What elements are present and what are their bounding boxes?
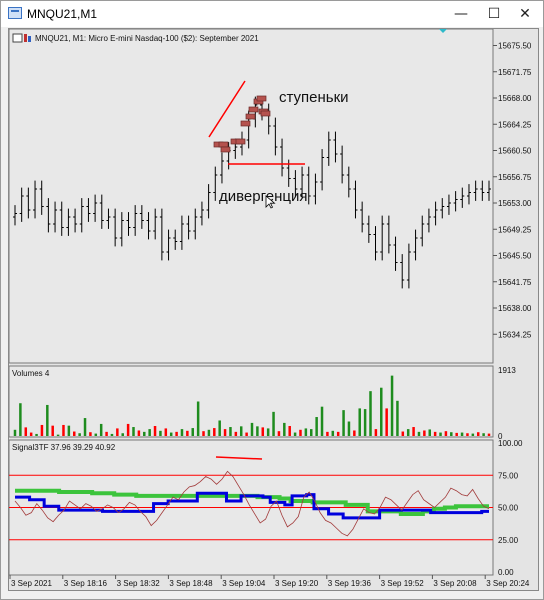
price-axis-label: 15660.50 xyxy=(498,147,532,156)
indicator-axis-label: 75.00 xyxy=(498,471,519,480)
time-axis-label: 3 Sep 19:52 xyxy=(381,579,425,588)
close-button[interactable]: ✕ xyxy=(519,6,531,22)
indicator-series-line[interactable] xyxy=(15,488,489,516)
step-marker[interactable] xyxy=(218,141,229,148)
indicator-axis-label: 100.00 xyxy=(498,439,523,448)
chart-type-icon xyxy=(12,33,23,43)
price-axis-label: 15671.75 xyxy=(498,68,532,77)
time-axis-label: 3 Sep 18:48 xyxy=(169,579,213,588)
time-axis-label: 3 Sep 18:16 xyxy=(64,579,108,588)
price-axis-label: 15675.50 xyxy=(498,42,532,51)
chart-bars-icon-2 xyxy=(28,36,31,42)
volume-axis-label: 1913 xyxy=(498,366,516,375)
indicator-axis-label: 25.00 xyxy=(498,536,519,545)
price-axis-label: 15664.25 xyxy=(498,120,532,129)
step-marker[interactable] xyxy=(235,138,246,145)
price-axis-label: 15634.25 xyxy=(498,330,532,339)
chart-bars-icon xyxy=(24,34,27,42)
volume-axis-label: 0 xyxy=(498,432,503,441)
step-marker[interactable] xyxy=(248,106,259,113)
indicator-axis-label: 0.00 xyxy=(498,568,514,577)
indicator-series-line[interactable] xyxy=(15,491,489,520)
minimize-button[interactable]: — xyxy=(454,6,468,22)
chart-canvas[interactable]: MNQU21, M1: Micro E-mini Nasdaq-100 ($2)… xyxy=(9,29,538,590)
time-axis-label: 3 Sep 18:32 xyxy=(117,579,161,588)
maximize-button[interactable]: ☐ xyxy=(487,6,501,22)
chart-header: MNQU21, M1: Micro E-mini Nasdaq-100 ($2)… xyxy=(35,34,259,43)
title-bar: MNQU21,M1 — ☐ ✕ xyxy=(1,1,543,27)
price-pane[interactable] xyxy=(9,29,494,364)
time-axis-label: 3 Sep 20:24 xyxy=(486,579,530,588)
indicator-divergence-line[interactable] xyxy=(215,456,263,460)
step-marker[interactable] xyxy=(220,146,231,153)
time-axis-label: 3 Sep 19:20 xyxy=(275,579,319,588)
time-axis-label: 3 Sep 19:36 xyxy=(328,579,372,588)
price-axis-label: 15656.75 xyxy=(498,173,532,182)
price-axis-label: 15645.50 xyxy=(498,252,532,261)
price-axis-label: 15638.00 xyxy=(498,304,532,313)
step-marker[interactable] xyxy=(256,95,267,102)
mouse-cursor-icon xyxy=(265,195,276,209)
indicator-series-line[interactable] xyxy=(14,470,490,537)
time-axis-label: 3 Sep 20:08 xyxy=(433,579,477,588)
step-marker[interactable] xyxy=(240,120,251,127)
price-axis-label: 15653.00 xyxy=(498,199,532,208)
shift-marker[interactable] xyxy=(439,29,447,33)
indicator-axis-label: 50.00 xyxy=(498,504,519,513)
step-marker[interactable] xyxy=(260,110,271,117)
window-title: MNQU21,M1 xyxy=(27,7,98,21)
price-axis-label: 15668.00 xyxy=(498,94,532,103)
steps-annotation: ступеньки xyxy=(279,89,349,106)
divergence-annotation: дивергенция xyxy=(219,188,307,205)
time-axis-label: 3 Sep 19:04 xyxy=(222,579,266,588)
chart-area[interactable]: MNQU21, M1: Micro E-mini Nasdaq-100 ($2)… xyxy=(8,28,539,591)
chart-window-icon xyxy=(8,7,22,19)
price-axis-label: 15649.25 xyxy=(498,225,532,234)
time-axis-label: 3 Sep 2021 xyxy=(11,579,52,588)
step-marker[interactable] xyxy=(245,113,256,120)
indicator-pane-title: Signal3TF 37.96 39.29 40.92 xyxy=(12,443,116,452)
price-axis-label: 15641.75 xyxy=(498,278,532,287)
trend-line[interactable] xyxy=(208,80,246,138)
volume-pane-title: Volumes 4 xyxy=(12,369,50,378)
